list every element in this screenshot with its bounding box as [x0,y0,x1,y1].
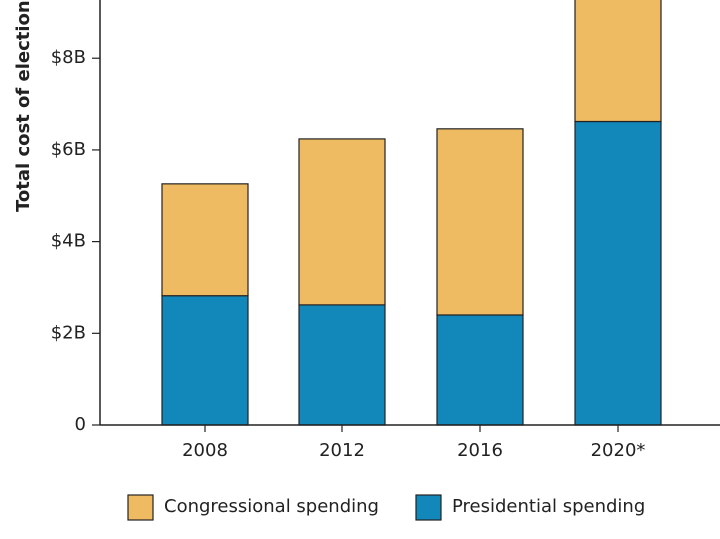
bar-segment [161,183,249,297]
legend-swatch [127,494,154,521]
y-tick-label: $6B [51,139,86,160]
y-tick-label: $8B [51,47,86,68]
x-tick-label: 2020* [591,440,646,461]
bar-segment [298,304,386,426]
legend-swatch [415,494,442,521]
x-tick-label: 2008 [182,440,228,461]
y-tick-label: $2B [51,322,86,343]
y-axis-label: Total cost of elections [13,0,34,212]
legend-label: Congressional spending [164,496,379,517]
y-tick-label: 0 [75,414,86,435]
bar-segment [436,128,524,316]
bar-segment [298,138,386,306]
bar-segment [161,295,249,426]
y-tick-label: $4B [51,231,86,252]
bar-segment [436,314,524,426]
legend-label: Presidential spending [452,496,645,517]
bar-segment [574,120,662,426]
x-tick-label: 2016 [457,440,503,461]
x-tick-label: 2012 [319,440,365,461]
bar-segment [574,0,662,123]
